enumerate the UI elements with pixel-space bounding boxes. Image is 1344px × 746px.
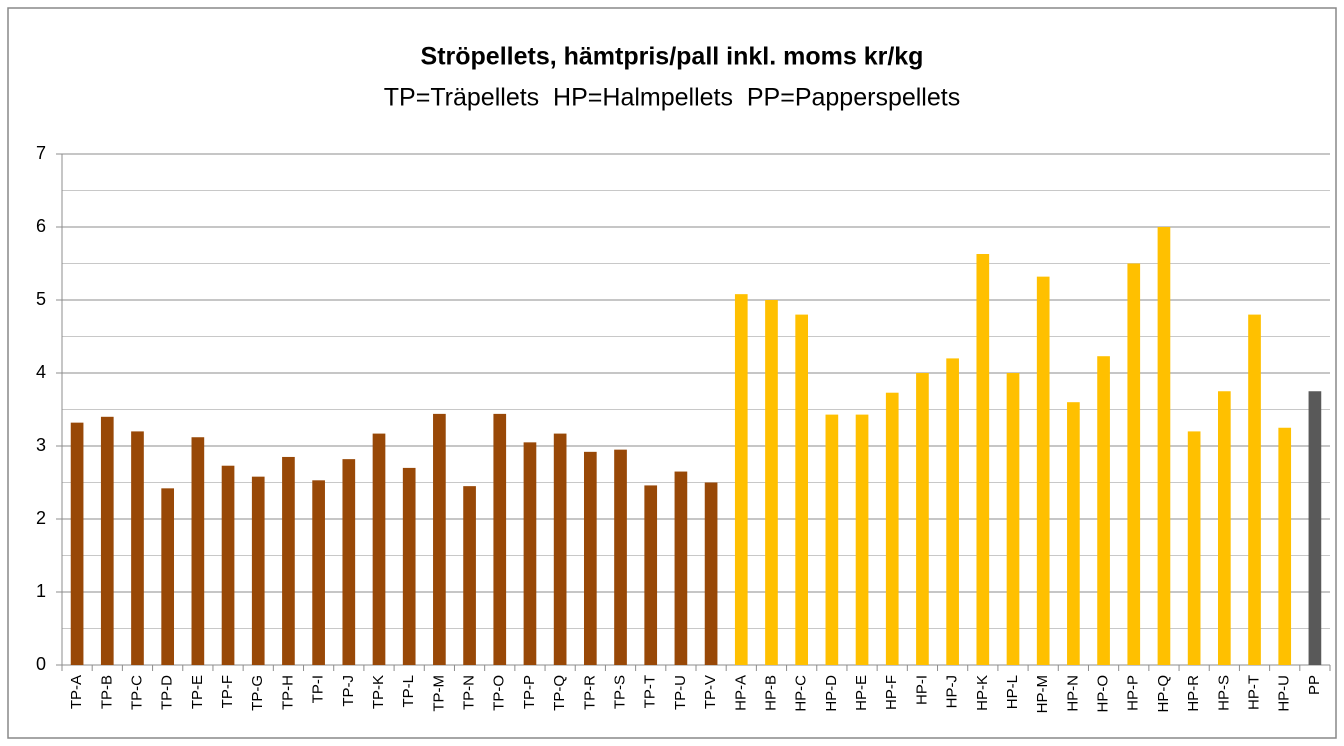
bar	[463, 486, 476, 665]
x-tick-label: TP-P	[521, 675, 538, 709]
bar	[1127, 263, 1141, 665]
x-tick-label: TP-V	[702, 675, 719, 709]
x-tick-label: HP-Q	[1155, 675, 1172, 713]
x-tick-label: HP-L	[1004, 675, 1021, 709]
bar	[282, 456, 295, 665]
bar	[674, 471, 688, 665]
x-tick-label: HP-T	[1245, 675, 1262, 710]
bar	[402, 467, 416, 665]
x-tick-label: TP-M	[430, 675, 447, 712]
bar	[946, 358, 959, 665]
x-tick-label: HP-B	[762, 675, 779, 711]
y-tick-label: 5	[36, 289, 46, 309]
bar	[372, 433, 386, 665]
y-tick-label: 1	[36, 581, 46, 601]
bar	[70, 422, 84, 665]
bar	[161, 488, 175, 665]
bar	[704, 482, 718, 665]
bar	[734, 294, 748, 665]
bar	[1217, 391, 1231, 665]
bar	[131, 431, 144, 665]
x-tick-label: HP-S	[1215, 675, 1232, 711]
x-tick-label: PP	[1306, 675, 1323, 695]
bar	[614, 449, 627, 665]
x-tick-label: TP-E	[189, 675, 206, 709]
x-tick-label: TP-K	[370, 675, 387, 709]
bar	[221, 465, 235, 665]
bar	[251, 476, 265, 665]
x-tick-label: TP-G	[249, 675, 266, 711]
bar	[523, 442, 537, 665]
x-tick-label: TP-N	[461, 675, 478, 710]
x-tick-label: TP-S	[611, 675, 628, 709]
y-tick-label: 3	[36, 435, 46, 455]
x-tick-label: HP-I	[913, 675, 930, 705]
bar	[1278, 427, 1292, 665]
bar	[1067, 402, 1080, 665]
bar	[312, 480, 325, 665]
y-tick-label: 6	[36, 216, 46, 236]
x-tick-label: HP-E	[853, 675, 870, 711]
bar	[553, 433, 567, 665]
x-tick-label: TP-T	[642, 675, 659, 708]
chart-subtitle: TP=Träpellets HP=Halmpellets PP=Pappersp…	[384, 84, 960, 112]
bar	[885, 392, 899, 665]
bar	[583, 451, 597, 665]
x-tick-label: TP-F	[219, 675, 236, 708]
x-tick-label: HP-C	[793, 675, 810, 712]
bar	[1157, 227, 1171, 665]
bar	[855, 414, 869, 665]
bar	[1248, 314, 1261, 665]
bar	[1006, 373, 1020, 665]
bar	[825, 414, 839, 665]
y-tick-label: 4	[36, 362, 46, 382]
x-tick-label: TP-C	[128, 675, 145, 710]
bar	[191, 437, 205, 665]
chart-title: Ströpellets, hämtpris/pall inkl. moms kr…	[421, 43, 924, 71]
bar	[1187, 431, 1201, 665]
bar	[644, 485, 658, 665]
x-tick-label: TP-J	[340, 675, 357, 707]
bar	[976, 254, 990, 665]
x-tick-label: TP-U	[672, 675, 689, 710]
x-tick-label: HP-A	[732, 675, 749, 711]
bar	[795, 314, 809, 665]
x-tick-label: TP-O	[491, 675, 508, 711]
bar	[433, 413, 446, 665]
x-tick-label: TP-Q	[551, 675, 568, 711]
x-tick-label: HP-O	[1095, 675, 1112, 713]
x-tick-label: TP-I	[310, 675, 327, 703]
bar	[1036, 276, 1050, 665]
x-tick-label: HP-M	[1034, 675, 1051, 713]
bar	[493, 413, 507, 665]
x-tick-label: TP-R	[581, 675, 598, 710]
x-tick-label: HP-P	[1125, 675, 1142, 711]
bar	[342, 459, 356, 665]
x-tick-label: HP-N	[1064, 675, 1081, 712]
x-tick-label: HP-K	[974, 675, 991, 711]
x-tick-label: TP-D	[159, 675, 176, 710]
x-tick-label: HP-R	[1185, 675, 1202, 712]
x-tick-label: TP-H	[279, 675, 296, 710]
x-tick-label: HP-J	[944, 675, 961, 708]
x-tick-label: TP-L	[400, 675, 417, 708]
bar	[100, 416, 114, 665]
bar	[1308, 391, 1322, 665]
x-tick-label: HP-D	[823, 675, 840, 712]
y-tick-label: 0	[36, 654, 46, 674]
x-tick-label: HP-F	[883, 675, 900, 710]
bar	[916, 373, 929, 665]
bar	[765, 300, 778, 665]
x-tick-label: HP-U	[1276, 675, 1293, 712]
x-tick-label: TP-B	[98, 675, 115, 709]
y-tick-label: 7	[36, 143, 46, 163]
bar	[1097, 356, 1110, 665]
y-tick-label: 2	[36, 508, 46, 528]
x-tick-label: TP-A	[68, 675, 85, 709]
